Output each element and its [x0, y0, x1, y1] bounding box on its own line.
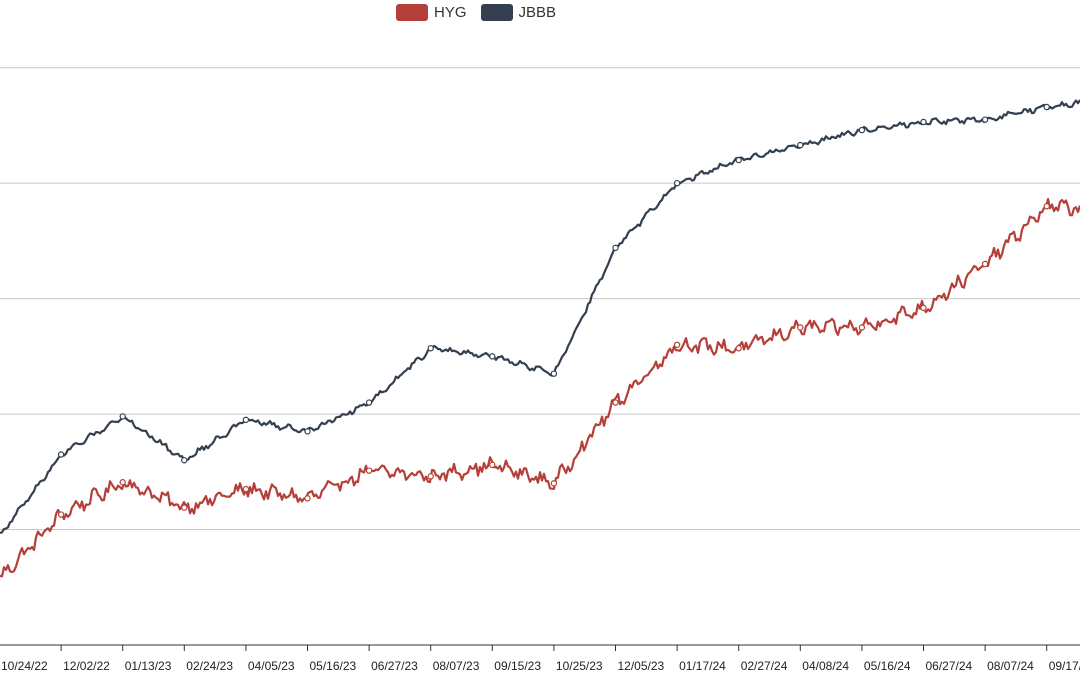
data-point-hyg[interactable] [365, 467, 373, 474]
x-tick-label: 04/08/24 [802, 659, 849, 673]
data-point-jbbb[interactable] [612, 244, 619, 252]
data-point-jbbb[interactable] [1043, 103, 1050, 111]
data-point-jbbb[interactable] [797, 141, 804, 149]
data-point-jbbb[interactable] [489, 353, 496, 360]
data-point-jbbb[interactable] [304, 428, 311, 435]
data-point-hyg[interactable] [242, 485, 250, 493]
data-point-hyg[interactable] [550, 480, 558, 487]
x-tick-label: 06/27/24 [926, 659, 973, 673]
data-point-hyg[interactable] [797, 324, 804, 331]
legend: HYG JBBB [396, 4, 570, 21]
data-point-jbbb[interactable] [735, 156, 742, 164]
data-point-jbbb[interactable] [427, 345, 434, 352]
data-point-jbbb[interactable] [119, 413, 126, 420]
data-point-hyg[interactable] [858, 324, 866, 331]
data-point-hyg[interactable] [489, 461, 496, 469]
x-tick-label: 02/27/24 [741, 659, 788, 673]
legend-label-hyg: HYG [434, 4, 467, 21]
data-point-hyg[interactable] [612, 399, 619, 406]
data-point-jbbb[interactable] [550, 370, 558, 377]
legend-item-hyg[interactable]: HYG [396, 4, 467, 21]
x-tick-label: 10/25/23 [556, 659, 603, 673]
legend-label-jbbb: JBBB [518, 4, 557, 21]
legend-item-jbbb[interactable]: JBBB [480, 4, 557, 21]
x-tick-label: 12/02/22 [63, 659, 110, 673]
data-point-jbbb[interactable] [365, 399, 373, 406]
x-tick-label: 09/15/23 [494, 659, 541, 673]
x-tick-label: 09/17/ [1049, 659, 1080, 673]
x-tick-label: 02/24/23 [186, 659, 233, 673]
data-point-hyg[interactable] [427, 473, 434, 480]
data-point-hyg[interactable] [304, 495, 311, 502]
legend-swatch-hyg [396, 4, 428, 21]
x-tick-label: 05/16/23 [310, 659, 357, 673]
series-line-hyg [0, 198, 1080, 578]
data-point-hyg[interactable] [1043, 203, 1050, 210]
data-point-hyg[interactable] [673, 341, 681, 349]
data-point-hyg[interactable] [735, 345, 742, 352]
x-tick-label: 06/27/23 [371, 659, 418, 673]
x-tick-label: 12/05/23 [618, 659, 665, 673]
x-tick-label: 01/17/24 [679, 659, 726, 673]
legend-swatch-jbbb [480, 4, 513, 21]
data-point-hyg[interactable] [920, 304, 927, 312]
data-point-jbbb[interactable] [242, 416, 250, 424]
data-point-jbbb[interactable] [181, 457, 188, 464]
x-tick-label: 04/05/23 [248, 659, 295, 673]
data-point-jbbb[interactable] [57, 451, 65, 458]
series-line-jbbb [0, 99, 1080, 535]
data-point-hyg[interactable] [119, 479, 126, 486]
x-tick-label: 10/24/22 [1, 659, 48, 673]
data-point-jbbb[interactable] [673, 179, 681, 187]
data-point-hyg[interactable] [181, 504, 188, 511]
data-point-hyg[interactable] [981, 260, 989, 268]
data-point-jbbb[interactable] [981, 116, 989, 123]
data-point-jbbb[interactable] [858, 126, 866, 134]
x-tick-label: 05/16/24 [864, 659, 911, 673]
x-tick-label: 01/13/23 [125, 659, 172, 673]
data-point-hyg[interactable] [57, 511, 65, 518]
x-tick-label: 08/07/24 [987, 659, 1034, 673]
x-tick-label: 08/07/23 [433, 659, 480, 673]
data-point-jbbb[interactable] [920, 118, 927, 126]
